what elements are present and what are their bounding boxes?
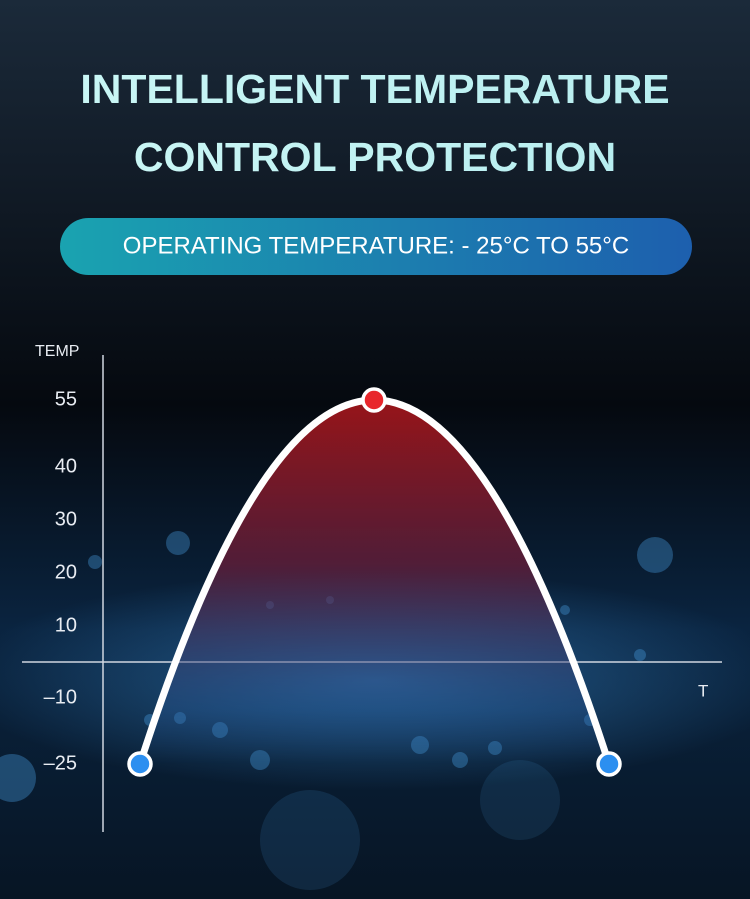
y-axis-label: TEMP (35, 343, 79, 360)
x-axis-label: T (698, 681, 708, 700)
y-tick-label: 10 (55, 614, 77, 636)
y-tick-label: –10 (44, 686, 77, 708)
temp-point (127, 751, 153, 777)
temp-point (596, 751, 622, 777)
y-tick-label: 30 (55, 508, 77, 530)
temp-point (361, 387, 387, 413)
title: INTELLIGENT TEMPERATURE (80, 66, 669, 112)
badge (60, 218, 692, 275)
plot: 55 40 30 20 10 –10 –25 (44, 387, 622, 777)
y-tick-label: 55 (55, 388, 77, 410)
y-tick-label: 20 (55, 561, 77, 583)
y-tick-label: 40 (55, 455, 77, 477)
title: CONTROL PROTECTION (134, 134, 616, 180)
badge-text: OPERATING TEMPERATURE: - 25°C TO 55°C (123, 232, 629, 259)
y-tick-label: –25 (44, 752, 77, 774)
